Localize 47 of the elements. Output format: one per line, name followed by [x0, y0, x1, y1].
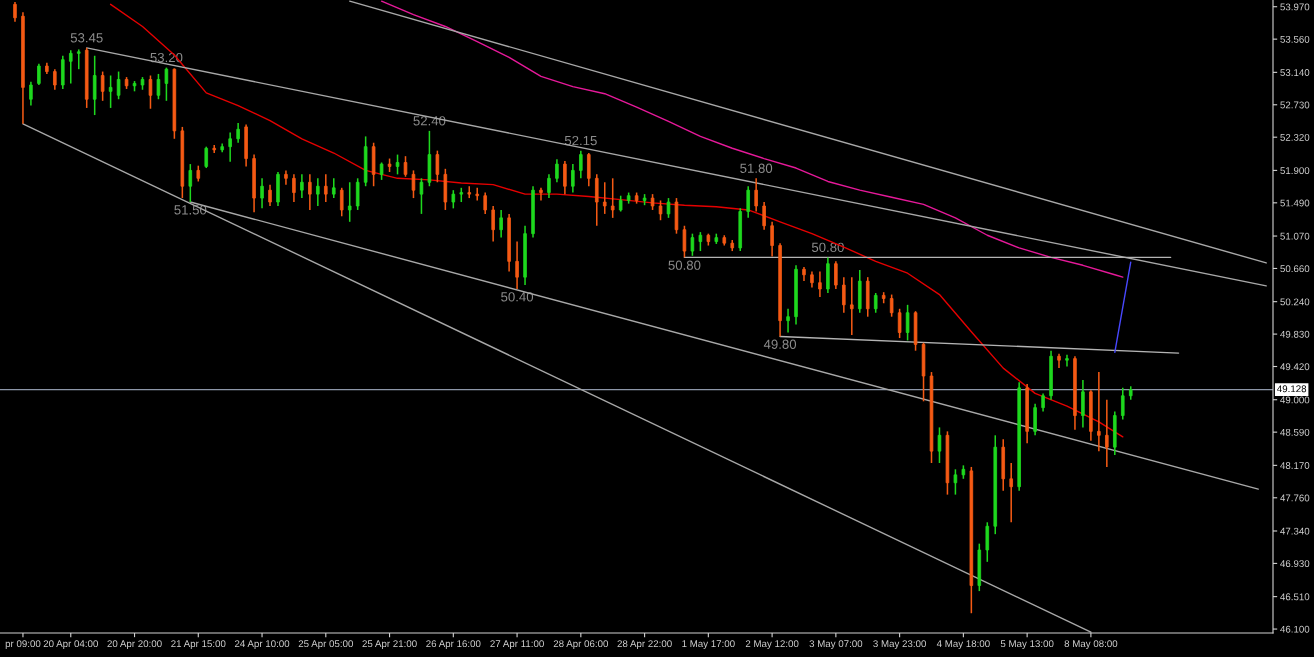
y-tick-label: 51.070	[1280, 232, 1310, 240]
x-tick-label: 28 Apr 06:00	[553, 640, 609, 650]
x-tick-label: 21 Apr 15:00	[171, 640, 226, 650]
annotation: 53.45	[70, 33, 103, 43]
y-tick-label: 51.900	[1280, 167, 1310, 175]
x-tick-label: 20 Apr 20:00	[107, 640, 162, 650]
y-tick-label: 48.170	[1280, 462, 1310, 469]
y-tick-label: 51.490	[1280, 199, 1310, 207]
y-tick-label: 46.930	[1280, 560, 1310, 568]
y-tick-label: 49.420	[1280, 363, 1310, 371]
x-tick-label: pr 09:00	[5, 640, 41, 650]
y-tick-label: 47.340	[1280, 527, 1310, 535]
x-tick-label: 20 Apr 04:00	[43, 640, 98, 650]
y-tick-label: 47.760	[1280, 494, 1310, 502]
y-tick-label: 49.000	[1280, 396, 1310, 404]
y-tick-label: 50.240	[1280, 298, 1310, 306]
y-tick-label: 46.100	[1280, 625, 1310, 633]
x-tick-label: 24 Apr 10:00	[234, 640, 290, 650]
x-tick-label: 3 May 07:00	[809, 640, 863, 650]
y-tick-label: 53.140	[1280, 69, 1310, 76]
x-tick-label: 26 Apr 16:00	[426, 640, 481, 650]
x-tick-label: 4 May 18:00	[936, 640, 990, 650]
y-tick-label: 52.320	[1280, 133, 1310, 141]
annotation: 51.80	[740, 163, 773, 173]
annotation: 50.80	[811, 242, 844, 253]
x-tick-label: 28 Apr 22:00	[617, 640, 672, 650]
x-tick-label: 8 May 08:00	[1064, 640, 1118, 650]
ref-line-label: 49.128	[1277, 385, 1307, 393]
x-tick-label: 5 May 13:00	[1000, 640, 1054, 650]
y-tick-label: 46.510	[1280, 593, 1310, 601]
x-tick-label: 25 Apr 05:00	[298, 640, 353, 650]
annotation: 50.80	[668, 260, 701, 270]
x-tick-label: 2 May 12:00	[745, 640, 799, 650]
y-tick-label: 52.730	[1280, 101, 1310, 109]
annotation: 52.40	[413, 116, 446, 126]
annotation: 52.15	[564, 135, 597, 146]
y-tick-label: 53.560	[1280, 35, 1310, 43]
y-tick-label: 50.660	[1280, 265, 1310, 273]
y-tick-label: 48.590	[1280, 428, 1310, 436]
x-tick-label: 25 Apr 21:00	[362, 640, 417, 650]
annotation: 50.40	[501, 292, 534, 302]
x-tick-label: 3 May 23:00	[873, 640, 926, 650]
x-tick-label: 27 Apr 11:00	[490, 640, 544, 650]
y-tick-label: 53.970	[1280, 3, 1310, 11]
x-tick-label: 1 May 17:00	[682, 640, 735, 650]
annotation: 49.80	[763, 339, 797, 349]
y-tick-label: 49.830	[1280, 330, 1310, 338]
